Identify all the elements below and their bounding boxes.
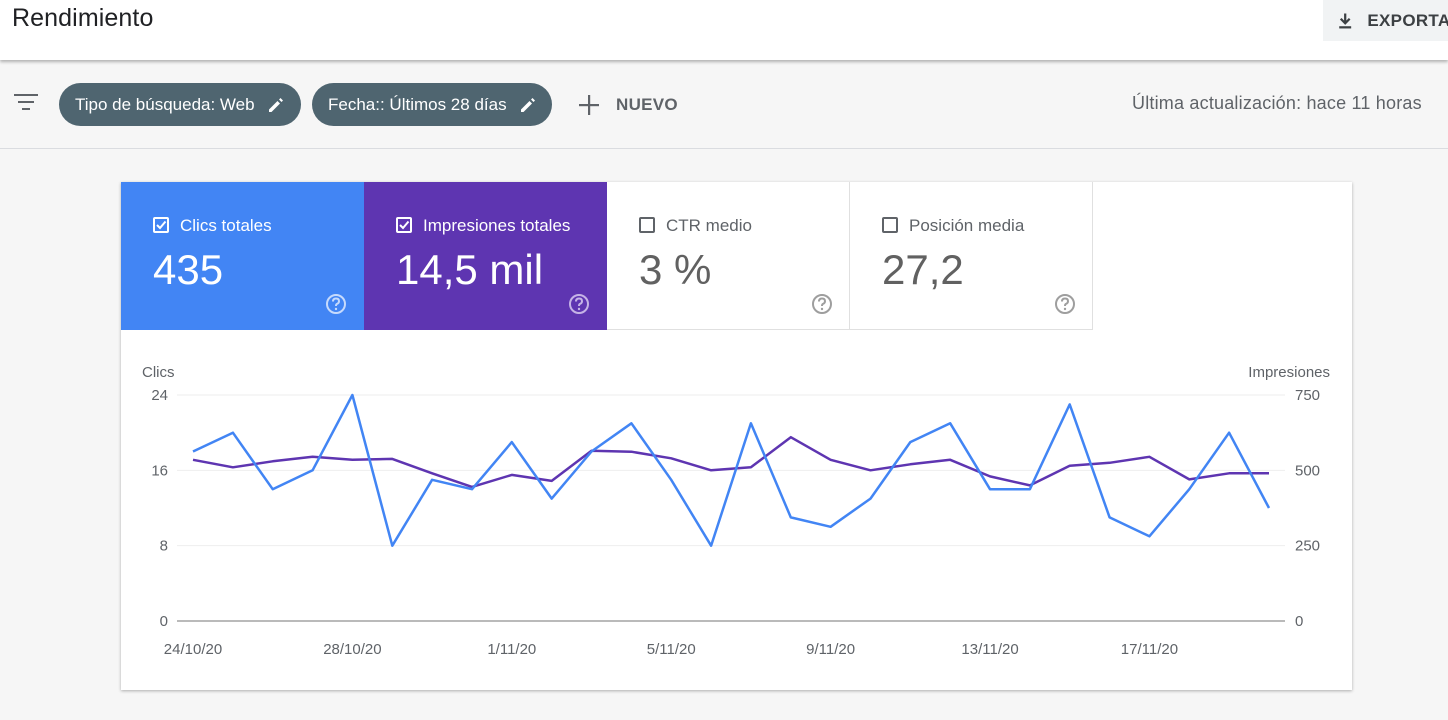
checkbox-checked[interactable] bbox=[153, 217, 169, 233]
x-tick-label: 1/11/20 bbox=[487, 641, 536, 658]
checkbox-unchecked[interactable] bbox=[882, 217, 898, 233]
chip-label: Tipo de búsqueda: Web bbox=[75, 94, 255, 114]
left-axis-title: Clics bbox=[142, 364, 175, 381]
help-icon[interactable] bbox=[568, 293, 590, 315]
new-filter-label: NUEVO bbox=[616, 95, 678, 114]
series-line-clics bbox=[192, 393, 1271, 547]
series-line-impresiones bbox=[192, 435, 1269, 489]
x-tick-label: 13/11/20 bbox=[961, 641, 1018, 658]
help-icon[interactable] bbox=[811, 293, 833, 315]
metric-average-ctr[interactable]: CTR medio 3 % bbox=[607, 182, 850, 330]
last-update-text: Última actualización: hace 11 horas bbox=[1132, 93, 1422, 113]
export-label: EXPORTAR bbox=[1367, 10, 1448, 30]
metric-value: 3 % bbox=[639, 246, 712, 293]
checkbox-checked[interactable] bbox=[396, 217, 412, 233]
x-tick-label: 5/11/20 bbox=[647, 641, 696, 658]
metric-value: 435 bbox=[153, 246, 224, 293]
filter-icon[interactable] bbox=[14, 92, 40, 114]
metric-total-clicks[interactable]: Clics totales 435 bbox=[121, 182, 364, 330]
metric-label: Impresiones totales bbox=[423, 216, 571, 235]
metric-value: 27,2 bbox=[882, 246, 964, 293]
metric-value: 14,5 mil bbox=[396, 246, 544, 293]
checkbox-unchecked[interactable] bbox=[639, 217, 655, 233]
metric-average-position[interactable]: Posición media 27,2 bbox=[850, 182, 1093, 330]
new-filter-button[interactable]: NUEVO bbox=[578, 90, 678, 120]
left-tick-label: 0 bbox=[160, 613, 168, 630]
x-tick-label: 9/11/20 bbox=[806, 641, 855, 658]
right-tick-label: 0 bbox=[1295, 613, 1303, 630]
left-tick-label: 16 bbox=[151, 462, 168, 479]
chart-canvas: 0 8 16 24 0 250 500 750 24/10/20 28/10/20 1/11/2… bbox=[142, 364, 1330, 658]
export-button[interactable]: EXPORTAR bbox=[1323, 0, 1448, 41]
metric-label: Clics totales bbox=[180, 216, 272, 235]
top-header: Rendimiento EXPORTAR bbox=[0, 0, 1448, 60]
right-tick-label: 750 bbox=[1295, 387, 1320, 404]
help-icon[interactable] bbox=[325, 293, 347, 315]
right-tick-label: 250 bbox=[1295, 538, 1320, 555]
x-tick-label: 17/11/20 bbox=[1121, 641, 1178, 658]
filter-chip-date[interactable]: Fecha:: Últimos 28 días bbox=[312, 83, 552, 126]
performance-chart: 0 8 16 24 0 250 500 750 24/10/20 28/10/20 1/11/2… bbox=[121, 330, 1352, 690]
plus-icon bbox=[579, 95, 599, 115]
chip-label: Fecha:: Últimos 28 días bbox=[328, 94, 507, 114]
left-tick-label: 24 bbox=[151, 387, 168, 404]
metric-total-impressions[interactable]: Impresiones totales 14,5 mil bbox=[364, 182, 607, 330]
checkmark-icon bbox=[399, 220, 410, 230]
right-axis-title: Impresiones bbox=[1248, 364, 1330, 381]
checkmark-icon bbox=[156, 220, 167, 230]
help-icon[interactable] bbox=[1054, 293, 1076, 315]
left-tick-label: 8 bbox=[160, 538, 168, 555]
x-tick-label: 24/10/20 bbox=[164, 641, 222, 658]
download-icon bbox=[1339, 13, 1352, 28]
page-title: Rendimiento bbox=[12, 4, 154, 32]
filter-chip-search-type[interactable]: Tipo de búsqueda: Web bbox=[59, 83, 301, 126]
edit-icon[interactable] bbox=[267, 96, 285, 114]
right-tick-label: 500 bbox=[1295, 462, 1320, 479]
metric-label: CTR medio bbox=[666, 216, 752, 235]
metric-label: Posición media bbox=[909, 216, 1025, 235]
x-tick-label: 28/10/20 bbox=[323, 641, 381, 658]
performance-card: Clics totales 435 Impresiones totales 14… bbox=[121, 182, 1352, 690]
edit-icon[interactable] bbox=[519, 96, 537, 114]
